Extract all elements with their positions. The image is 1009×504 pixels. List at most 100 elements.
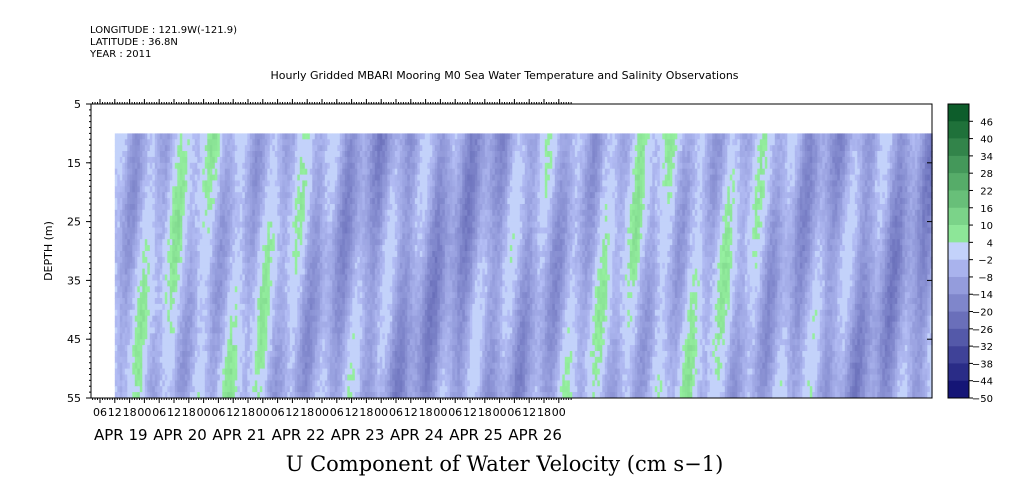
- heat-cell: [322, 174, 326, 181]
- heat-cell: [237, 280, 241, 287]
- heat-cell: [272, 262, 276, 270]
- heat-cell: [244, 333, 248, 340]
- heat-cell: [364, 198, 368, 205]
- heat-cell: [372, 298, 376, 305]
- heat-cell: [187, 204, 191, 211]
- heat-cell: [389, 209, 393, 217]
- heat-cell: [344, 251, 348, 258]
- heat-cell: [264, 151, 268, 158]
- heat-cell: [224, 262, 228, 270]
- heat-cell: [302, 198, 306, 205]
- heat-cell: [257, 386, 261, 393]
- heat-cell: [379, 292, 383, 299]
- heat-cell: [359, 162, 363, 170]
- heat-cell: [369, 280, 373, 287]
- heat-cell: [114, 156, 118, 164]
- heat-cell: [194, 174, 198, 181]
- heat-cell: [362, 186, 366, 193]
- heat-cell: [192, 286, 196, 293]
- heat-cell: [342, 345, 346, 352]
- heat-cell: [147, 162, 151, 170]
- heat-cell: [179, 309, 183, 317]
- heat-cell: [279, 145, 283, 152]
- heat-cell: [139, 274, 143, 281]
- heat-cell: [297, 351, 301, 358]
- heat-cell: [364, 192, 368, 199]
- heat-cell: [257, 174, 261, 181]
- heat-cell: [367, 345, 371, 352]
- heat-cell: [234, 309, 238, 317]
- heat-cell: [192, 351, 196, 358]
- heat-cell: [309, 256, 313, 264]
- heat-cell: [294, 139, 298, 146]
- heat-cell: [372, 186, 376, 193]
- heat-cell: [129, 151, 133, 158]
- heat-cell: [227, 292, 231, 299]
- heat-cell: [387, 227, 391, 234]
- heat-cell: [327, 298, 331, 305]
- heat-cell: [372, 356, 376, 364]
- heat-cell: [177, 262, 181, 270]
- heat-cell: [257, 139, 261, 146]
- heat-cell: [154, 280, 158, 287]
- heat-cell: [172, 221, 176, 228]
- heat-cell: [142, 251, 146, 258]
- heat-cell: [317, 356, 321, 364]
- heat-cell: [369, 286, 373, 293]
- heat-cell: [314, 227, 318, 234]
- heat-cell: [219, 186, 223, 193]
- heat-cell: [322, 145, 326, 152]
- heat-cell: [267, 174, 271, 181]
- heat-cell: [169, 215, 173, 222]
- heat-cell: [129, 368, 133, 375]
- heat-cell: [369, 386, 373, 393]
- heat-cell: [307, 356, 311, 364]
- heat-cell: [317, 280, 321, 287]
- heat-cell: [359, 268, 363, 275]
- heat-cell: [252, 233, 256, 240]
- heat-cell: [244, 227, 248, 234]
- heat-cell: [237, 327, 241, 334]
- heat-cell: [369, 186, 373, 193]
- heat-cell: [244, 386, 248, 393]
- heat-cell: [387, 215, 391, 222]
- heat-cell: [299, 227, 303, 234]
- heat-cell: [189, 327, 193, 334]
- heat-cell: [314, 145, 318, 152]
- heat-cell: [164, 286, 168, 293]
- heat-cell: [297, 333, 301, 340]
- heat-cell: [134, 227, 138, 234]
- heat-cell: [197, 209, 201, 217]
- heat-cell: [292, 327, 296, 334]
- heat-cell: [134, 256, 138, 264]
- heat-cell: [264, 392, 268, 399]
- heat-cell: [287, 209, 291, 217]
- heat-cell: [369, 204, 373, 211]
- heat-cell: [274, 198, 278, 205]
- heat-cell: [144, 368, 148, 375]
- heat-cell: [299, 303, 303, 311]
- heat-cell: [339, 239, 343, 246]
- heat-cell: [309, 156, 313, 164]
- heat-cell: [357, 345, 361, 352]
- heat-cell: [307, 192, 311, 199]
- heat-cell: [122, 156, 126, 164]
- heat-cell: [217, 186, 221, 193]
- heat-cell: [172, 368, 176, 375]
- heat-cell: [249, 303, 253, 311]
- heat-cell: [377, 321, 381, 328]
- heat-cell: [204, 362, 208, 369]
- heat-cell: [349, 133, 353, 140]
- heat-cell: [252, 380, 256, 387]
- heat-cell: [169, 151, 173, 158]
- heat-cell: [287, 303, 291, 311]
- heat-cell: [264, 345, 268, 352]
- heat-cell: [212, 192, 216, 199]
- heat-cell: [357, 274, 361, 281]
- heat-cell: [379, 198, 383, 205]
- heat-cell: [327, 245, 331, 252]
- heat-cell: [117, 245, 121, 252]
- heat-cell: [342, 133, 346, 140]
- heat-cell: [247, 186, 251, 193]
- heat-cell: [309, 333, 313, 340]
